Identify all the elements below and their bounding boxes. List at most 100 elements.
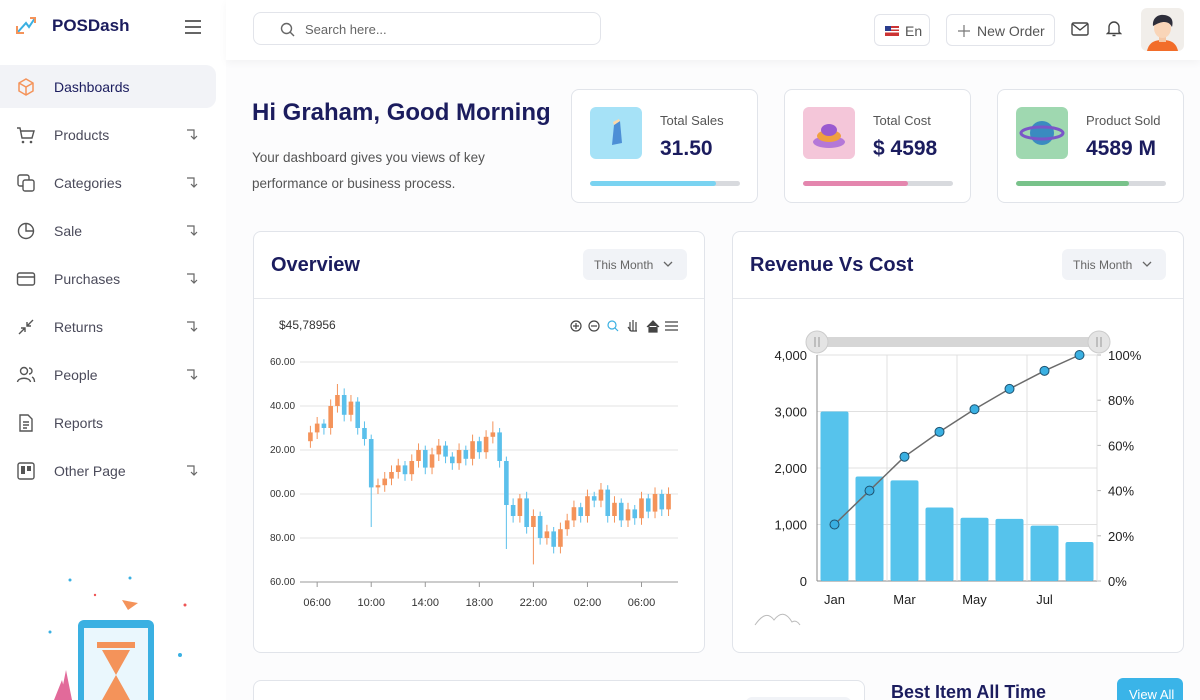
progress-fill (590, 181, 716, 186)
bar (1065, 542, 1094, 581)
submenu-arrow (187, 321, 198, 332)
x-tick-label: 10:00 (357, 597, 385, 609)
candle-body (510, 505, 516, 516)
candle-body (591, 496, 597, 501)
candle-body (341, 395, 347, 415)
y-tick-label: 40.00 (270, 401, 295, 412)
new-order-label: New Order (977, 23, 1045, 39)
submenu-arrow (187, 369, 198, 380)
stat-label: Product Sold (1086, 113, 1161, 128)
filter-button[interactable]: This Month (583, 249, 687, 280)
view-all-button[interactable]: View All (1117, 678, 1183, 700)
candle-body (362, 428, 367, 439)
candle-body (564, 520, 570, 530)
search-box[interactable]: Search here... (253, 12, 601, 45)
y2-tick-label: 0% (1108, 574, 1127, 589)
menu-item[interactable]: Returns (0, 305, 216, 348)
minimap-line (754, 613, 801, 626)
candle-body (450, 456, 455, 464)
menu-label: Returns (54, 319, 104, 335)
stat-card: Product Sold 4589 M (997, 89, 1184, 203)
x-tick-label: Jan (824, 592, 845, 607)
candle-body (504, 461, 509, 505)
candle-body (335, 395, 340, 406)
progress-track (1016, 181, 1166, 186)
line (833, 354, 1080, 526)
bottom-card (253, 680, 865, 700)
candle-body (490, 432, 496, 437)
menu-item[interactable]: Dashboards (0, 65, 216, 108)
candle-body (578, 507, 583, 516)
y2-tick-label: 100% (1108, 348, 1142, 363)
search-placeholder: Search here... (305, 22, 387, 37)
divider (254, 298, 704, 299)
line-marker (899, 451, 910, 462)
y-tick-label: 1,000 (774, 518, 807, 533)
stat-label: Total Cost (873, 113, 931, 128)
stat-icon (590, 107, 642, 159)
candle-body (368, 439, 374, 488)
menu-item[interactable]: Categories (0, 161, 216, 204)
candle-body (348, 401, 354, 415)
menu-item[interactable]: Other Page (0, 449, 216, 492)
x-tick-label: 14:00 (412, 597, 440, 609)
language-button[interactable]: En (874, 14, 930, 46)
line-marker (934, 426, 945, 437)
y-tick-label: 80.00 (270, 533, 295, 544)
filter-button[interactable] (746, 697, 851, 700)
mail-icon[interactable] (1071, 21, 1089, 37)
candle-body (645, 498, 651, 512)
menu-icon (17, 222, 35, 240)
candle-body (625, 509, 631, 521)
new-order-button[interactable]: New Order (946, 14, 1055, 46)
menu-item[interactable]: Sale (0, 209, 216, 252)
candle-body (416, 450, 421, 461)
menu-icon (16, 272, 36, 286)
avatar[interactable] (1141, 8, 1184, 51)
menu-label: People (54, 367, 98, 383)
menu-item[interactable]: Products (0, 113, 216, 156)
y-tick-label: 60.00 (270, 357, 295, 368)
x-tick-label: 06:00 (628, 597, 656, 609)
menu-icon (17, 127, 35, 144)
menu-item[interactable]: People (0, 353, 216, 396)
filter-button[interactable]: This Month (1062, 249, 1166, 280)
candle-body (308, 432, 313, 442)
progress-track (803, 181, 953, 186)
menu-toggle[interactable] (184, 19, 202, 35)
menu-item[interactable]: Purchases (0, 257, 216, 300)
stat-value: 4589 M (1086, 137, 1157, 160)
menu-label: Reports (54, 415, 104, 431)
menu-label: Dashboards (54, 79, 130, 95)
y2-tick-label: 60% (1108, 438, 1134, 453)
candle-body (422, 450, 428, 468)
range-slider (805, 330, 1111, 354)
stat-card: Total Sales 31.50 (571, 89, 758, 203)
plus-icon (958, 25, 970, 37)
y-tick-label: 00.00 (270, 489, 295, 500)
panel-title: Revenue Vs Cost (750, 254, 914, 276)
candle-body (517, 498, 523, 516)
x-tick-label: Mar (893, 592, 916, 607)
brand-name: POSDash (52, 16, 130, 35)
candle-body (666, 494, 671, 510)
y-tick-label: 2,000 (774, 461, 807, 476)
candle-body (409, 461, 415, 475)
revenue-panel: Revenue Vs Cost This Month (732, 231, 1184, 653)
stat-icon (803, 107, 855, 159)
candle-body (321, 423, 327, 428)
line-marker (1074, 350, 1085, 360)
brand-logo (16, 17, 36, 34)
greeting-text: Your dashboard gives you views of key pe… (252, 150, 485, 191)
divider (733, 298, 1183, 299)
bell-icon[interactable] (1106, 19, 1122, 37)
candle-body (598, 489, 604, 501)
candle-body (585, 496, 590, 516)
candle-body (355, 401, 361, 428)
stat-label: Total Sales (660, 113, 724, 128)
candle-body (436, 445, 442, 455)
candle-body (477, 441, 482, 453)
x-tick-label: May (962, 592, 987, 607)
menu-item[interactable]: Reports (0, 401, 216, 444)
